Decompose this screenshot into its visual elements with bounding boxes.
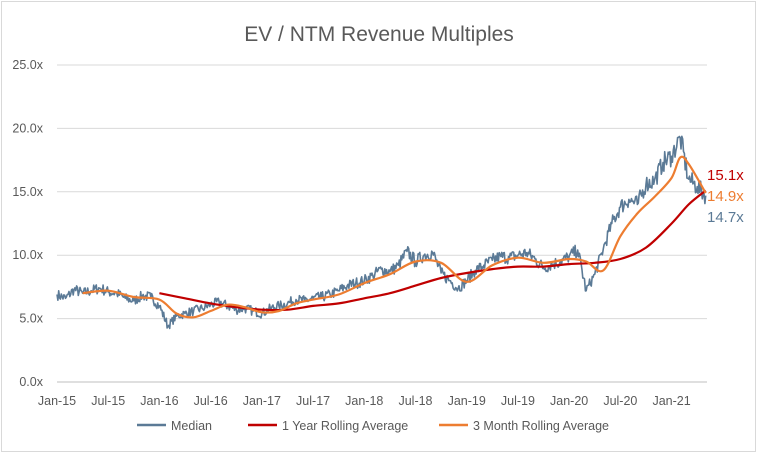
x-tick-label: Jan-20	[550, 394, 588, 408]
x-tick-label: Jul-16	[194, 394, 228, 408]
series-line-rolling-3m	[82, 155, 707, 319]
legend-label-3-month: 3 Month Rolling Average	[473, 419, 609, 433]
x-tick-label: Jul-19	[501, 394, 535, 408]
y-tick-label: 15.0x	[12, 185, 43, 199]
legend-label-1-year: 1 Year Rolling Average	[282, 419, 408, 433]
x-tick-label: Jan-16	[140, 394, 178, 408]
legend-label-median: Median	[171, 419, 212, 433]
gridlines	[57, 64, 707, 383]
legend: Median 1 Year Rolling Average 3 Month Ro…	[137, 419, 609, 433]
x-tick-label: Jul-17	[296, 394, 330, 408]
end-label-median: 14.7x	[707, 209, 744, 226]
x-tick-label: Jan-15	[38, 394, 76, 408]
x-tick-label: Jul-20	[603, 394, 637, 408]
end-label-1-year: 15.1x	[707, 167, 744, 184]
y-tick-label: 10.0x	[12, 248, 43, 262]
y-tick-label: 0.0x	[19, 375, 43, 389]
end-labels: 15.1x 14.9x 14.7x	[707, 167, 744, 226]
y-tick-label: 25.0x	[12, 58, 43, 72]
y-tick-label: 20.0x	[12, 121, 43, 135]
series-lines	[56, 135, 707, 330]
x-tick-label: Jan-21	[652, 394, 690, 408]
x-tick-labels: Jan-15 Jul-15 Jan-16 Jul-16 Jan-17 Jul-17 Jan-…	[38, 394, 691, 408]
x-tick-label: Jul-15	[91, 394, 125, 408]
x-tick-label: Jan-17	[243, 394, 281, 408]
y-tick-label: 5.0x	[19, 312, 43, 326]
x-tick-label: Jul-18	[398, 394, 432, 408]
end-label-3-month: 14.9x	[707, 188, 744, 205]
chart-title: EV / NTM Revenue Multiples	[244, 23, 514, 46]
y-tick-labels: 0.0x 5.0x 10.0x 15.0x 20.0x 25.0x	[12, 58, 43, 389]
series-line-median	[56, 135, 707, 330]
x-tick-label: Jan-18	[345, 394, 383, 408]
x-tick-label: Jan-19	[448, 394, 486, 408]
